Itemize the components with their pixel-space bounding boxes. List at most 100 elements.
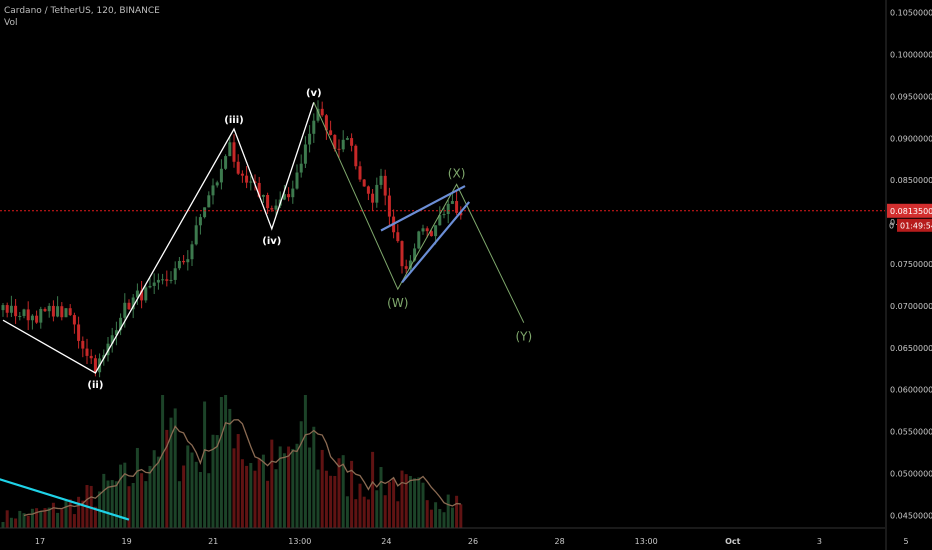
volume-bar xyxy=(9,517,13,528)
candle-body xyxy=(102,355,106,359)
candle-body xyxy=(22,309,26,316)
candle-body xyxy=(228,142,232,157)
candle-body xyxy=(459,212,463,216)
candle-body xyxy=(320,108,324,116)
candle-body xyxy=(287,194,291,198)
volume-bar xyxy=(22,513,26,528)
candle-body xyxy=(257,182,261,197)
candle-body xyxy=(177,260,181,269)
candle-body xyxy=(64,308,68,318)
time-tick-label: 28 xyxy=(555,537,565,546)
candle-body xyxy=(324,115,328,131)
volume-bar xyxy=(47,507,51,528)
volume-bar xyxy=(366,499,370,528)
symbol-title[interactable]: Cardano / TetherUS, 120, BINANCE xyxy=(4,6,160,16)
candle-body xyxy=(140,290,144,301)
volume-bar xyxy=(14,518,18,528)
candle-body xyxy=(446,203,450,215)
candle-body xyxy=(144,287,148,301)
volume-bar xyxy=(106,480,110,528)
volume-bar xyxy=(64,500,68,528)
volume-bar xyxy=(228,408,232,528)
volume-bar xyxy=(144,481,148,528)
volume-bar xyxy=(131,483,135,528)
volume-bar xyxy=(203,401,207,528)
channel-lower-line xyxy=(401,201,471,284)
volume-bar xyxy=(119,464,123,528)
countdown-box xyxy=(897,218,932,232)
volume-bar xyxy=(56,512,60,528)
volume-bar xyxy=(354,499,358,528)
candle-body xyxy=(77,324,81,341)
candle-body xyxy=(186,259,190,263)
candle-body xyxy=(182,260,186,263)
volume-bar xyxy=(135,447,139,528)
corrective-wave-label: (W) xyxy=(387,296,408,310)
volume-bar xyxy=(18,510,22,528)
candle-body xyxy=(299,163,303,173)
volume-pane xyxy=(1,395,463,528)
candle-body xyxy=(56,306,60,317)
volume-bar xyxy=(219,396,223,528)
candle-body xyxy=(161,279,165,281)
candle-body xyxy=(253,181,257,183)
volume-bar xyxy=(77,496,81,528)
candle-body xyxy=(362,179,366,187)
time-tick-label: 17 xyxy=(35,537,45,546)
candle-body xyxy=(135,290,139,298)
candle-body xyxy=(1,305,5,311)
candles-layer xyxy=(1,100,463,378)
candle-body xyxy=(165,279,169,281)
candle-body xyxy=(14,305,18,317)
volume-bar xyxy=(173,408,177,528)
volume-bar xyxy=(165,429,169,528)
volume-bar xyxy=(152,450,156,528)
candle-body xyxy=(89,355,93,359)
volume-bar xyxy=(312,426,316,528)
candle-body xyxy=(232,142,236,162)
candle-body xyxy=(5,305,9,313)
volume-bar xyxy=(224,395,228,528)
price-tick-label: 0.04500000 xyxy=(890,511,932,520)
candle-body xyxy=(68,308,72,316)
volume-bar xyxy=(270,439,274,528)
candle-body xyxy=(354,145,358,167)
candle-body xyxy=(270,208,274,210)
candle-body xyxy=(404,266,408,269)
time-tick-label: 3 xyxy=(817,537,822,546)
impulse-wave-label: (iv) xyxy=(262,236,281,247)
volume-bar xyxy=(26,515,30,528)
candle-body xyxy=(47,305,51,312)
candle-body xyxy=(396,232,400,242)
volume-bar xyxy=(429,509,433,528)
volume-bar xyxy=(5,510,9,528)
candle-body xyxy=(274,205,278,210)
candle-body xyxy=(203,207,207,218)
candle-body xyxy=(18,315,22,317)
candle-body xyxy=(198,217,202,226)
candle-body xyxy=(312,120,316,134)
channel-upper-line xyxy=(380,185,466,232)
candle-body xyxy=(400,241,404,267)
volume-bar xyxy=(177,481,181,528)
volume-bar xyxy=(333,475,337,528)
candle-body xyxy=(455,201,459,213)
candle-body xyxy=(358,166,362,180)
volume-ma-line xyxy=(23,419,461,517)
impulse-wave-label: (ii) xyxy=(87,380,103,391)
corrective-wave-label: (Y) xyxy=(515,330,532,344)
volume-bar xyxy=(450,507,454,528)
candle-body xyxy=(72,315,76,325)
volume-bar xyxy=(68,499,72,528)
volume-bar xyxy=(446,494,450,528)
candle-body xyxy=(383,175,387,196)
candle-body xyxy=(224,156,228,169)
candle-body xyxy=(219,168,223,183)
volume-bar xyxy=(371,451,375,528)
volume-indicator-label[interactable]: Vol xyxy=(4,18,18,28)
time-tick-label: 26 xyxy=(468,537,478,546)
